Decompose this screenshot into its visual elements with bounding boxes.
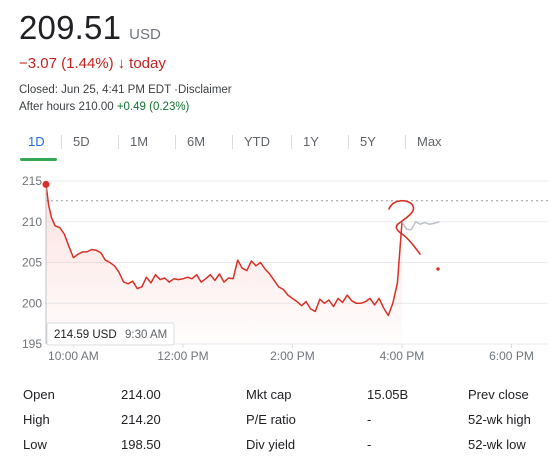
stat-value: - <box>367 412 372 427</box>
currency-label: USD <box>129 26 161 43</box>
y-tick-label: 215 <box>22 174 42 188</box>
y-tick-label: 205 <box>22 256 42 270</box>
stat-label: 52-wk high <box>468 412 531 427</box>
closed-time: Closed: Jun 25, 4:41 PM EDT · <box>19 84 178 96</box>
stat-value: 198.50 <box>121 437 161 452</box>
tab-1y[interactable]: 1Y <box>291 131 348 156</box>
stat-label: Mkt cap <box>246 387 292 402</box>
stat-row: High 214.20 P/E ratio - 52-wk high <box>0 412 549 434</box>
tab-max[interactable]: Max <box>405 131 462 156</box>
after-hours-price: After hours 210.00 <box>19 101 114 113</box>
change-period: today <box>129 55 166 72</box>
stat-label: Prev close <box>468 387 529 402</box>
stat-label: Open <box>23 387 55 402</box>
stat-label: 52-wk low <box>468 437 526 452</box>
tab-5d[interactable]: 5D <box>61 131 118 156</box>
stat-value: 214.20 <box>121 412 161 427</box>
tab-6m[interactable]: 6M <box>175 131 232 156</box>
x-tick-label: 10:00 AM <box>48 349 99 363</box>
price-header: 209.51 USD <box>19 6 161 50</box>
price-area-fill <box>46 184 402 344</box>
tooltip-price: 214.59 USD <box>54 329 117 341</box>
stat-row: Open 214.00 Mkt cap 15.05B Prev close <box>0 387 549 409</box>
after-hours-status: After hours 210.00 +0.49 (0.23%) <box>19 101 189 113</box>
stat-value: - <box>367 437 372 452</box>
x-tick-label: 6:00 PM <box>489 349 534 363</box>
disclaimer-link[interactable]: Disclaimer <box>177 84 232 96</box>
x-tick-label: 12:00 PM <box>157 349 208 363</box>
stat-label: Low <box>23 437 47 452</box>
y-tick-label: 195 <box>22 337 42 351</box>
y-axis-labels: 195 200 205 210 215 <box>22 174 42 351</box>
stat-label: Div yield <box>246 437 296 452</box>
after-hours-change: +0.49 (0.23%) <box>116 101 190 113</box>
y-tick-label: 200 <box>22 296 42 310</box>
x-axis-labels: 10:00 AM 12:00 PM 2:00 PM 4:00 PM 6:00 PM <box>48 349 534 363</box>
stat-label: P/E ratio <box>246 412 296 427</box>
x-tick-label: 4:00 PM <box>380 349 425 363</box>
stat-row: Low 198.50 Div yield - 52-wk low <box>0 437 549 459</box>
market-status: Closed: Jun 25, 4:41 PM EDT ·Disclaimer <box>19 84 232 96</box>
tooltip-time: 9:30 AM <box>125 329 167 341</box>
price-chart[interactable]: 195 200 205 210 215 10:00 AM 12:00 PM 2:00 PM 4… <box>0 168 549 368</box>
y-tick-label: 210 <box>22 215 42 229</box>
after-hours-line <box>401 221 440 231</box>
price-change: −3.07 (1.44%) ↓ today <box>19 55 166 72</box>
stat-label: High <box>23 412 50 427</box>
stat-value: 15.05B <box>367 387 409 402</box>
stat-value: 214.00 <box>121 387 161 402</box>
hover-point <box>42 180 50 188</box>
tab-5y[interactable]: 5Y <box>348 131 405 156</box>
tab-1d[interactable]: 1D <box>16 131 61 161</box>
annotation-scribble <box>388 199 440 271</box>
change-value: −3.07 (1.44%) <box>19 55 114 72</box>
tab-1m[interactable]: 1M <box>118 131 175 156</box>
x-tick-label: 2:00 PM <box>270 349 315 363</box>
arrow-down-icon: ↓ <box>117 55 126 72</box>
current-price: 209.51 <box>19 9 122 46</box>
price-line <box>45 184 403 317</box>
hover-tooltip: 214.59 USD 9:30 AM <box>46 322 175 346</box>
range-tabs: 1D 5D 1M 6M YTD 1Y 5Y Max <box>16 131 462 161</box>
tab-ytd[interactable]: YTD <box>232 131 291 156</box>
